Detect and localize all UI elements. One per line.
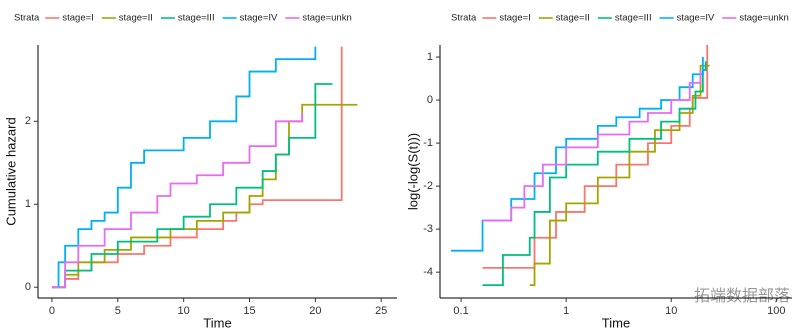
x-tick-label: 25 (375, 305, 387, 317)
y-tick-label: -3 (423, 223, 433, 235)
x-axis-label: Time (203, 315, 231, 330)
y-tick-label: 0 (25, 281, 31, 293)
survival-step-line (450, 57, 704, 252)
legend-label: stage=unkn (302, 13, 351, 24)
y-axis-label: Cumulative hazard (3, 117, 18, 225)
x-tick-label: 15 (243, 305, 255, 317)
x-axis-label: Time (602, 315, 630, 330)
legend-label: stage=I (499, 13, 530, 24)
y-tick-label: -2 (423, 180, 433, 192)
survival-step-line (482, 69, 702, 222)
survival-step-line (482, 45, 709, 269)
legend-label: stage=unkn (739, 13, 788, 24)
x-tick-label: 10 (665, 305, 677, 317)
legend-title: Strata (451, 13, 477, 24)
y-tick-label: 1 (25, 198, 31, 210)
watermark: 拓端数据部落 (694, 287, 790, 305)
legend-label: stage=II (119, 13, 153, 24)
y-tick-label: -4 (423, 266, 433, 278)
x-tick-label: 5 (115, 305, 121, 317)
y-tick-label: -1 (423, 137, 433, 149)
legend-title: Strata (14, 13, 40, 24)
x-tick-label: 20 (309, 305, 321, 317)
survival-step-line (51, 83, 333, 289)
legend-label: stage=I (62, 13, 93, 24)
y-tick-label: 0 (427, 94, 433, 106)
x-tick-label: 100 (767, 305, 785, 317)
y-tick-label: 2 (25, 115, 31, 127)
legend-label: stage=IV (677, 13, 715, 24)
x-tick-label: 0.1 (453, 305, 468, 317)
y-tick-label: 1 (427, 51, 433, 63)
legend-label: stage=II (556, 13, 590, 24)
legend-label: stage=IV (240, 13, 278, 24)
x-tick-label: 10 (178, 305, 190, 317)
x-tick-label: 0 (49, 305, 55, 317)
legend-label: stage=III (615, 13, 652, 24)
x-tick-label: 1 (563, 305, 569, 317)
survival-step-line (51, 46, 317, 289)
survival-step-line (51, 46, 343, 289)
legend-label: stage=III (178, 13, 215, 24)
survival-step-line (482, 61, 707, 286)
survival-step-line (529, 64, 710, 286)
survival-step-line (51, 113, 304, 289)
survival-step-line (51, 103, 358, 289)
y-axis-label: log(-log(S(t))) (405, 133, 420, 210)
